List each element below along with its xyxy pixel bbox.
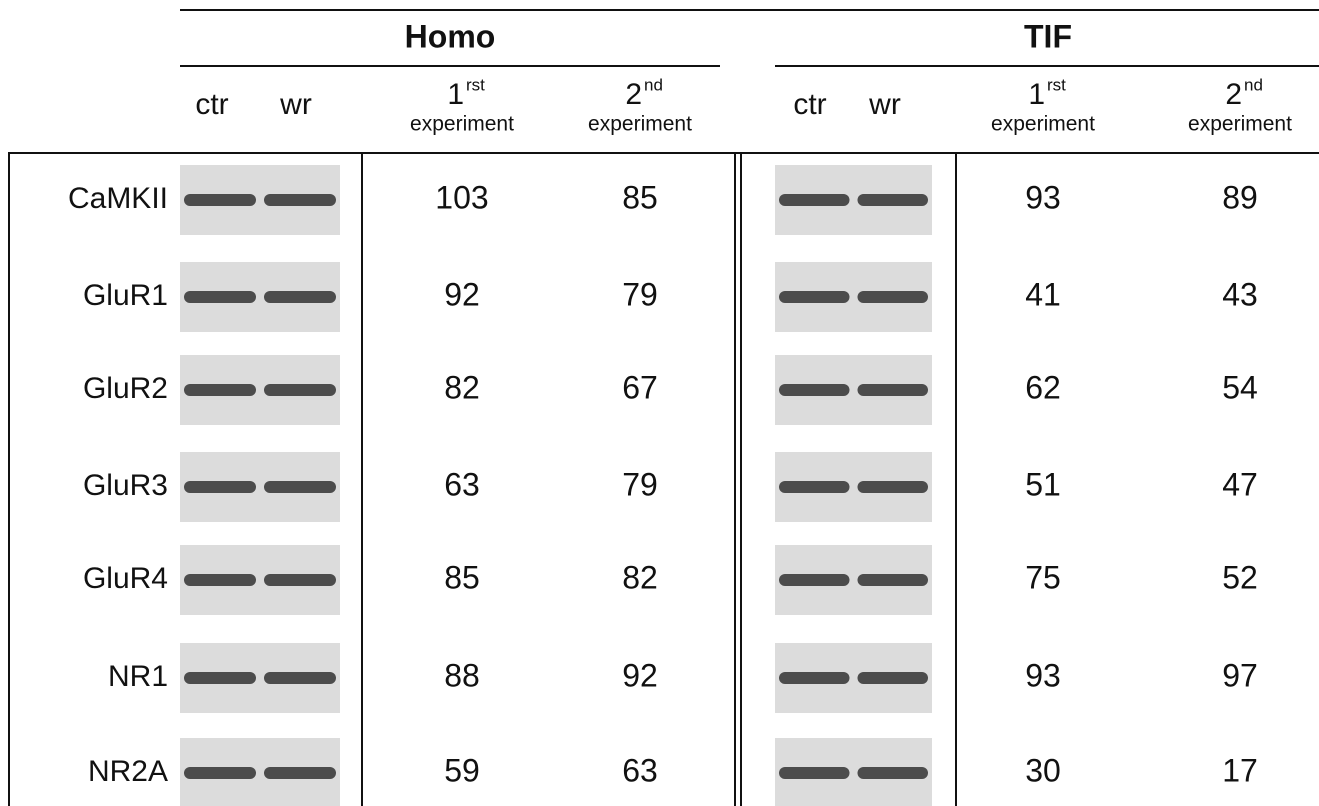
blot-band xyxy=(184,672,256,684)
blot-band xyxy=(264,574,336,586)
experiment-suffix: rst xyxy=(466,75,485,94)
value-cell: 75 xyxy=(1025,559,1061,595)
experiment-number: 2 xyxy=(1225,78,1242,111)
group-title: Homo xyxy=(405,18,496,54)
group-title: TIF xyxy=(1024,18,1072,54)
experiment-suffix: rst xyxy=(1047,75,1066,94)
value-cell: 43 xyxy=(1222,276,1258,312)
blot-band xyxy=(779,672,850,684)
blot-band xyxy=(184,574,256,586)
protein-label: NR1 xyxy=(108,660,168,693)
value-cell: 93 xyxy=(1025,179,1061,215)
value-cell: 54 xyxy=(1222,369,1258,405)
blot-band xyxy=(264,384,336,396)
value-cell: 17 xyxy=(1222,752,1258,788)
value-cell: 85 xyxy=(622,179,658,215)
value-cell: 63 xyxy=(444,466,480,502)
blot-band xyxy=(264,481,336,493)
experiment-number: 1 xyxy=(1028,78,1045,111)
protein-label: GluR1 xyxy=(83,279,168,312)
experiment-label: experiment xyxy=(410,113,514,136)
value-cell: 88 xyxy=(444,657,480,693)
protein-label: GluR2 xyxy=(83,372,168,405)
value-cell: 30 xyxy=(1025,752,1061,788)
blot-band xyxy=(779,384,850,396)
blot-band xyxy=(857,384,928,396)
blot-band xyxy=(779,291,850,303)
experiment-suffix: nd xyxy=(644,75,663,94)
lane-label: wr xyxy=(279,88,312,121)
blot-band xyxy=(779,767,850,779)
blot-band xyxy=(857,767,928,779)
blot-band xyxy=(857,194,928,206)
experiment-suffix: nd xyxy=(1244,75,1263,94)
value-cell: 97 xyxy=(1222,657,1258,693)
value-cell: 79 xyxy=(622,276,658,312)
value-cell: 51 xyxy=(1025,466,1061,502)
blot-band xyxy=(184,291,256,303)
value-cell: 79 xyxy=(622,466,658,502)
value-cell: 92 xyxy=(444,276,480,312)
value-cell: 82 xyxy=(622,559,658,595)
blot-band xyxy=(184,481,256,493)
protein-label: CaMKII xyxy=(68,182,168,215)
blot-band xyxy=(184,194,256,206)
lane-label: ctr xyxy=(793,88,826,121)
blot-band xyxy=(857,481,928,493)
value-cell: 89 xyxy=(1222,179,1258,215)
blot-band xyxy=(264,291,336,303)
value-cell: 63 xyxy=(622,752,658,788)
experiment-label: experiment xyxy=(588,113,692,136)
value-cell: 92 xyxy=(622,657,658,693)
value-cell: 93 xyxy=(1025,657,1061,693)
experiment-number: 1 xyxy=(447,78,464,111)
value-cell: 52 xyxy=(1222,559,1258,595)
blot-band xyxy=(779,481,850,493)
blot-band xyxy=(184,767,256,779)
experiment-label: experiment xyxy=(1188,113,1292,136)
value-cell: 41 xyxy=(1025,276,1061,312)
blot-band xyxy=(779,194,850,206)
blot-band xyxy=(857,672,928,684)
lane-label: ctr xyxy=(195,88,228,121)
protein-label: GluR4 xyxy=(83,562,168,595)
blot-band xyxy=(264,672,336,684)
blot-band xyxy=(857,291,928,303)
experiment-number: 2 xyxy=(625,78,642,111)
value-cell: 67 xyxy=(622,369,658,405)
blot-band xyxy=(184,384,256,396)
value-cell: 59 xyxy=(444,752,480,788)
lane-label: wr xyxy=(868,88,901,121)
value-cell: 82 xyxy=(444,369,480,405)
blot-band xyxy=(857,574,928,586)
value-cell: 62 xyxy=(1025,369,1061,405)
protein-label: GluR3 xyxy=(83,469,168,502)
value-cell: 103 xyxy=(435,179,488,215)
value-cell: 85 xyxy=(444,559,480,595)
experiment-label: experiment xyxy=(991,113,1095,136)
value-cell: 47 xyxy=(1222,466,1258,502)
blot-band xyxy=(264,194,336,206)
protein-label: NR2A xyxy=(88,755,168,788)
blot-band xyxy=(779,574,850,586)
blot-band xyxy=(264,767,336,779)
